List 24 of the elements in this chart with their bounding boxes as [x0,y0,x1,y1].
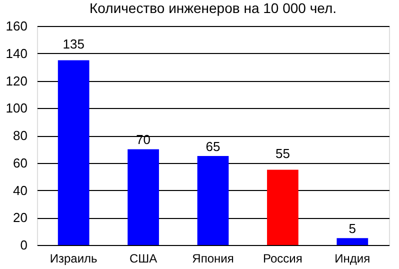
x-tick-label: Япония [192,252,234,266]
y-tick-label: 20 [13,210,28,226]
data-label: 5 [348,221,356,236]
data-label: 55 [275,146,290,161]
data-label: 65 [206,139,220,154]
y-tick-label: 120 [6,73,28,88]
bar [267,170,298,245]
y-tick-label: 0 [20,238,28,252]
x-tick-label: Россия [263,252,302,266]
y-tick-label: 60 [13,155,28,170]
bar [58,60,90,245]
y-tick-label: 80 [13,128,28,143]
x-tick-label: США [129,252,158,266]
bar [336,238,368,245]
chart-title: Количество инженеров на 10 000 чел. [90,0,336,16]
x-tick-label: Индия [334,252,370,266]
y-tick-label: 160 [6,18,28,34]
data-label: 135 [62,36,84,52]
y-tick-label: 40 [13,182,28,198]
bar [197,156,229,245]
y-tick-label: 100 [6,100,28,116]
x-tick-label: Израиль [50,252,98,266]
bar [128,149,159,245]
y-tick-label: 140 [6,46,28,61]
